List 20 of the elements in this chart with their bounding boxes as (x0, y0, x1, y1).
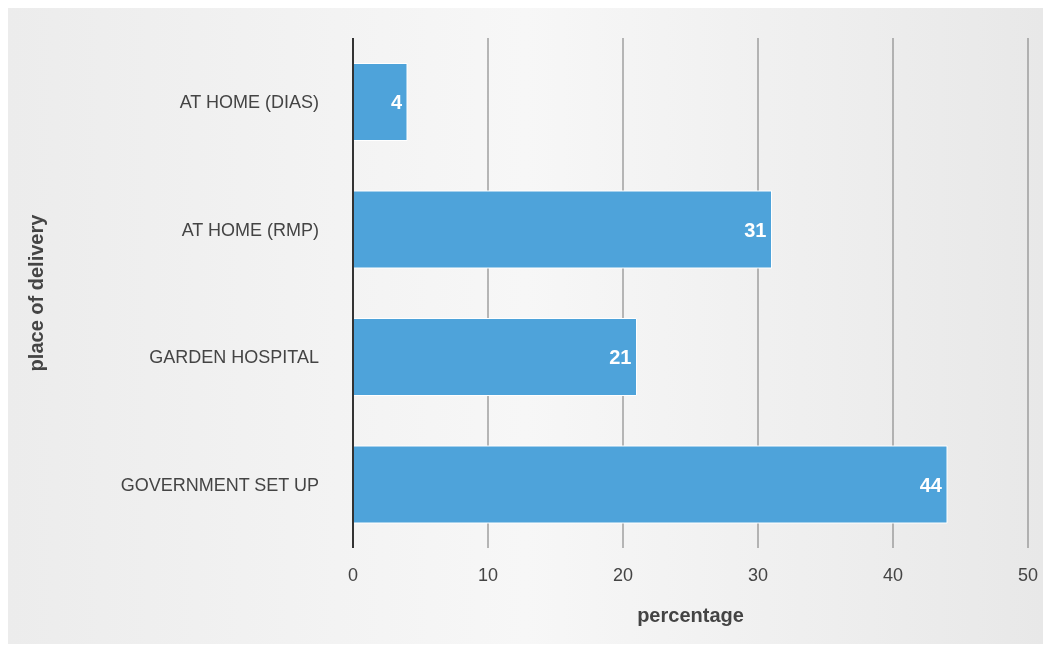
bar (353, 445, 948, 524)
bar (353, 63, 408, 141)
y-axis-title: place of delivery (25, 213, 48, 372)
y-tick-label: GARDEN HOSPITAL (149, 347, 319, 368)
data-label: 44 (919, 473, 943, 496)
data-label: 31 (744, 218, 767, 241)
y-tick-label: AT HOME (DIAS) (179, 92, 319, 113)
data-label: 4 (390, 91, 403, 114)
data-label: 21 (609, 346, 632, 369)
x-tick-label: 40 (882, 564, 904, 585)
x-tick-label: 30 (747, 564, 769, 585)
x-axis-title: percentage (637, 604, 744, 626)
x-tick-label: 10 (477, 564, 499, 585)
bar (353, 318, 637, 396)
x-tick-label: 50 (1017, 564, 1039, 585)
bar (353, 190, 772, 269)
x-tick-label: 0 (347, 564, 359, 585)
y-tick-label: GOVERNMENT SET UP (120, 474, 319, 495)
x-tick-label: 20 (612, 564, 634, 585)
y-tick-label: AT HOME (RMP) (181, 219, 319, 240)
